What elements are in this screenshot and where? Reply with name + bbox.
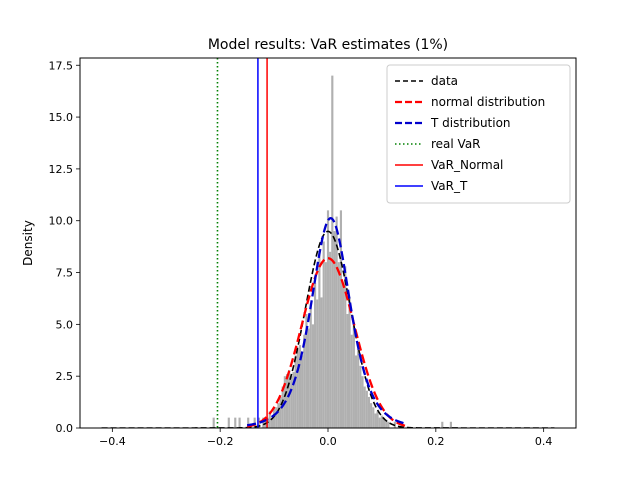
histogram-bar <box>313 282 317 428</box>
y-tick-label: 5.0 <box>56 318 74 331</box>
legend-label-var_t: VaR_T <box>431 179 468 193</box>
histogram-bar <box>441 421 444 428</box>
histogram-bar <box>329 251 332 428</box>
histogram-bar <box>385 419 388 428</box>
histogram-bar <box>363 386 366 428</box>
histogram-bar <box>382 417 386 428</box>
x-axis: −0.4 −0.2 0.0 0.2 0.4 <box>99 428 552 448</box>
histogram-bar <box>257 417 261 428</box>
y-tick-label: 10.0 <box>49 215 74 228</box>
legend-label-var_normal: VaR_Normal <box>431 158 503 172</box>
chart-title: Model results: VaR estimates (1%) <box>208 37 448 53</box>
histogram-bar <box>212 417 215 428</box>
x-tick-label: 0.2 <box>427 435 445 448</box>
normal-distribution-line <box>246 257 410 428</box>
y-tick-label: 12.5 <box>49 163 74 176</box>
histogram-bar <box>288 369 291 428</box>
histogram-bar <box>227 417 230 428</box>
x-tick-label: −0.2 <box>207 435 234 448</box>
plot-content <box>101 58 555 428</box>
histogram-bar <box>322 241 325 428</box>
histogram-bar <box>275 407 278 428</box>
histogram-bar <box>309 303 312 428</box>
histogram-bar <box>337 262 340 428</box>
histogram-bar <box>292 372 295 428</box>
histogram-bar <box>273 407 276 428</box>
legend-label-normal: normal distribution <box>431 95 545 109</box>
legend-box <box>386 64 571 204</box>
y-axis: 0.0 2.5 5.0 7.5 10.0 12.5 15.0 17.5 <box>49 59 80 435</box>
histogram-bar <box>361 376 364 428</box>
histogram-bar <box>301 355 304 428</box>
x-tick-label: −0.4 <box>99 435 126 448</box>
legend-label-t: T distribution <box>430 116 511 130</box>
histogram-bar <box>346 313 349 428</box>
histogram-bar <box>367 396 371 428</box>
histogram-bar <box>326 210 330 428</box>
histogram-bar <box>311 324 314 428</box>
histogram-bar <box>378 417 381 428</box>
y-tick-label: 7.5 <box>56 267 74 280</box>
plot-area <box>101 58 555 428</box>
histogram-bar <box>270 417 274 428</box>
histogram-bar <box>296 349 299 428</box>
t-distribution-line <box>246 217 404 427</box>
histogram-bar <box>324 262 327 428</box>
y-tick-label: 2.5 <box>56 370 74 383</box>
histogram-bar <box>359 365 362 428</box>
y-axis-label: Density <box>21 220 35 266</box>
histogram-bar <box>305 313 308 428</box>
histogram-bar <box>285 374 289 428</box>
histogram-bar <box>320 297 323 428</box>
histogram-bar <box>339 210 343 428</box>
histogram-bar <box>376 411 379 428</box>
histogram-bar <box>262 417 265 428</box>
histogram-bar <box>268 411 271 428</box>
x-tick-label: 0.0 <box>319 435 337 448</box>
histogram-bar <box>333 231 336 428</box>
histogram-bar <box>370 403 373 428</box>
histogram-bar <box>449 421 452 428</box>
legend-label-real_var: real VaR <box>431 137 481 151</box>
histogram-bar <box>247 417 250 428</box>
histogram-bar <box>387 421 390 428</box>
histogram-bar <box>238 417 241 428</box>
legend: data normal distribution T distribution rea… <box>386 64 571 204</box>
x-tick-label: 0.4 <box>535 435 553 448</box>
histogram-bar <box>365 390 368 428</box>
histogram-bar <box>335 216 338 428</box>
histogram-bar <box>354 355 358 428</box>
histogram-bar <box>277 403 280 428</box>
histogram-bar <box>344 266 347 428</box>
histogram-bar <box>234 417 237 428</box>
y-tick-label: 0.0 <box>56 422 74 435</box>
y-tick-label: 17.5 <box>49 59 74 72</box>
histogram-bar <box>290 376 293 428</box>
histogram-bar <box>279 396 282 428</box>
histogram-bar <box>342 282 345 428</box>
histogram-bar <box>372 407 375 428</box>
histogram-bar <box>352 324 355 428</box>
histogram-bar <box>318 251 321 428</box>
histogram-bar <box>348 297 351 428</box>
histogram-bar <box>331 75 334 428</box>
histogram-bar <box>380 415 383 428</box>
histogram-bar <box>303 334 306 428</box>
legend-label-data: data <box>431 74 458 88</box>
y-tick-label: 15.0 <box>49 111 74 124</box>
histogram-bar <box>307 328 310 428</box>
histogram-bar <box>298 345 302 428</box>
histogram-bar <box>374 413 377 428</box>
histogram-bar <box>316 299 319 428</box>
histogram-bar <box>350 334 353 428</box>
histogram-bar <box>357 349 360 428</box>
histogram-bar <box>294 355 297 428</box>
